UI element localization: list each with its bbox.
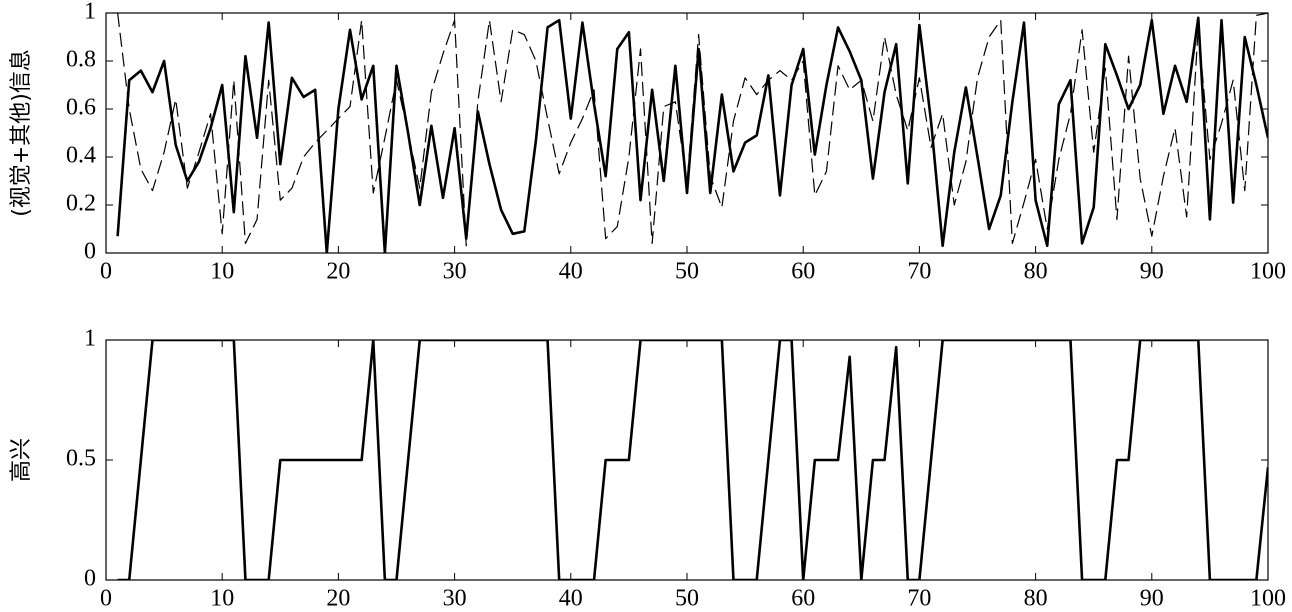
y-tick-label: 1 <box>84 326 96 352</box>
x-tick-label: 100 <box>1250 586 1286 612</box>
y-tick-label: 0.5 <box>66 446 96 472</box>
x-tick-label: 0 <box>100 259 112 285</box>
plot-frame <box>105 12 1269 254</box>
x-tick-label: 60 <box>791 586 815 612</box>
x-tick-label: 100 <box>1250 259 1286 285</box>
y-tick-label: 0.2 <box>66 191 96 217</box>
y-axis-label: 高兴 <box>9 438 34 482</box>
x-tick-label: 20 <box>326 259 350 285</box>
x-tick-label: 70 <box>907 259 931 285</box>
x-tick-label: 90 <box>1140 586 1164 612</box>
x-tick-label: 90 <box>1140 259 1164 285</box>
plot-frame <box>105 339 1269 581</box>
x-tick-label: 50 <box>675 586 699 612</box>
x-tick-label: 10 <box>210 259 234 285</box>
y-tick-label: 0.4 <box>66 143 96 169</box>
x-tick-label: 10 <box>210 586 234 612</box>
x-tick-label: 70 <box>907 586 931 612</box>
x-tick-label: 50 <box>675 259 699 285</box>
x-tick-label: 40 <box>559 259 583 285</box>
y-tick-label: 0 <box>84 566 96 592</box>
subplot: 0 10 20 30 40 50 60 70 80 90 100 0 0.2 0.4 0.6 0.8 1 (视觉+… <box>9 0 1286 285</box>
y-tick-label: 0.8 <box>66 47 96 73</box>
y-tick-label: 1 <box>84 0 96 25</box>
data-line <box>117 340 1268 580</box>
y-tick-label: 0.6 <box>66 95 96 121</box>
x-tick-label: 60 <box>791 259 815 285</box>
x-tick-label: 30 <box>443 586 467 612</box>
data-line <box>116 16 1268 253</box>
x-tick-label: 20 <box>326 586 350 612</box>
x-tick-label: 40 <box>559 586 583 612</box>
data-line <box>117 13 1268 247</box>
y-axis-label: (视觉+其他)信息 <box>9 49 34 217</box>
subplot: 0 10 20 30 40 50 60 70 80 90 100 0 0.5 1 高兴 <box>9 326 1286 612</box>
x-tick-label: 30 <box>443 259 467 285</box>
x-tick-label: 80 <box>1024 586 1048 612</box>
x-tick-label: 80 <box>1024 259 1048 285</box>
y-tick-label: 0 <box>84 239 96 265</box>
x-tick-label: 0 <box>100 586 112 612</box>
